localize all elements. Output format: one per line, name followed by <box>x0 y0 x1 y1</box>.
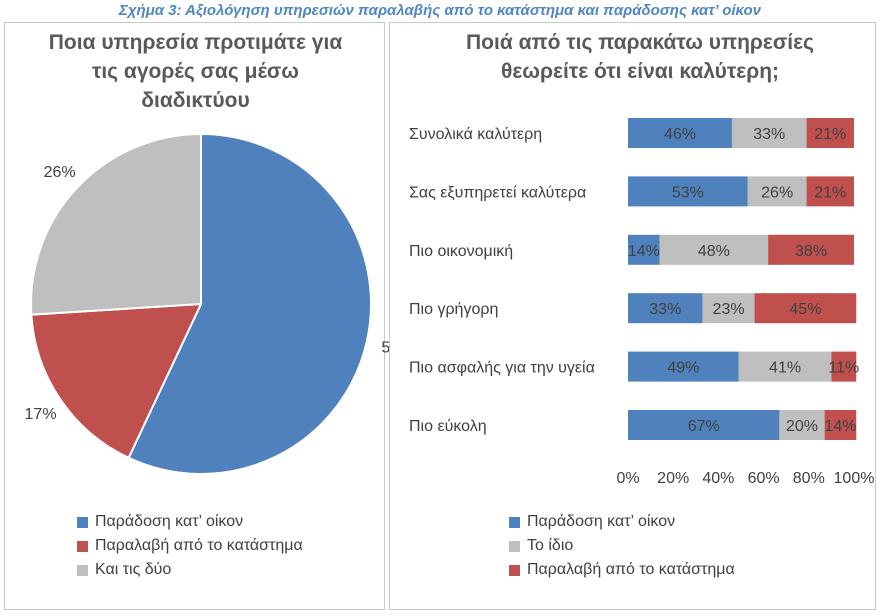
bar-segment-same <box>659 234 769 265</box>
legend-swatch <box>77 564 88 576</box>
legend-label: Παραλαβή από το κατάστημα <box>95 537 303 554</box>
pie-legend: Παράδοση κατ’ οίκον Παραλαβή από το κατά… <box>77 510 303 582</box>
bar-segment-store-pickup <box>806 118 854 148</box>
category-label: Πιο οικονομική <box>409 243 513 260</box>
data-label: 45% <box>789 301 821 318</box>
data-label: 67% <box>688 418 720 435</box>
bar-segment-same <box>702 293 755 324</box>
category-label: Σας εξυπηρετεί καλύτερα <box>409 184 586 201</box>
data-label: 33% <box>649 301 681 318</box>
data-label: 14% <box>628 243 660 260</box>
legend-swatch <box>77 540 88 552</box>
category-label: Πιο ασφαλής για την υγεία <box>409 360 595 377</box>
bar-title-line: Ποιά από τις παρακάτω υπηρεσίες <box>466 31 814 54</box>
data-label: 26% <box>761 184 793 201</box>
data-label: 11% <box>828 360 859 377</box>
bar-segment-store-pickup <box>768 234 854 265</box>
x-tick-label: 100% <box>834 470 875 487</box>
pie-chart-title: Ποια υπηρεσία προτιμάτε για τις αγορές σ… <box>15 28 376 115</box>
pie-slice-home-delivery <box>127 132 372 475</box>
data-label: 21% <box>814 184 846 201</box>
legend-item: Και τις δύο <box>77 558 303 582</box>
pie-chart-panel: Ποια υπηρεσία προτιμάτε για τις αγορές σ… <box>4 22 399 610</box>
legend-swatch <box>509 516 520 528</box>
legend-item: Παραλαβή από το κατάστημα <box>509 558 735 582</box>
data-label: 38% <box>795 243 827 260</box>
bar-segment-home-delivery <box>628 176 748 207</box>
legend-swatch <box>509 540 520 552</box>
data-label: 48% <box>698 243 730 260</box>
bar-segment-store-pickup <box>831 351 857 382</box>
data-label: 20% <box>786 418 818 435</box>
data-label: 21% <box>814 126 846 143</box>
stacked-bar-chart: Συνολικά καλύτερη 46% 33% 21% Σας εξυπηρετεί… <box>409 118 875 487</box>
pie-title-line: διαδικτύου <box>141 89 250 112</box>
x-tick-label: 40% <box>702 470 734 487</box>
bar-segment-home-delivery <box>628 234 660 265</box>
category-label: Πιο γρήγορη <box>409 301 498 318</box>
pie-label-store-pickup: 17% <box>25 406 57 423</box>
pie-slice-both <box>30 132 202 316</box>
x-tick-label: 0% <box>616 470 639 487</box>
x-tick-label: 80% <box>793 470 825 487</box>
category-label: Πιο εύκολη <box>409 418 487 435</box>
bar-title-line: θεωρείτε ότι είναι καλύτερη; <box>500 60 780 83</box>
legend-label: Παράδοση κατ’ οίκον <box>527 513 676 530</box>
bar-legend: Παράδοση κατ’ οίκον Το ίδιο Παραλαβή από… <box>509 510 735 582</box>
legend-swatch <box>77 516 88 528</box>
pie-title-line: τις αγορές σας μέσω <box>91 60 300 83</box>
bar-chart-panel: Ποιά από τις παρακάτω υπηρεσίες θεωρείτε… <box>389 22 876 610</box>
bar-chart-title: Ποιά από τις παρακάτω υπηρεσίες θεωρείτε… <box>410 28 870 86</box>
figure-title: Σχήμα 3: Αξιολόγηση υπηρεσιών παραλαβής … <box>119 2 761 19</box>
bar-segment-home-delivery <box>628 118 732 148</box>
data-label: 33% <box>753 126 785 143</box>
data-label: 41% <box>769 360 801 377</box>
pie-chart: 5717%26% <box>25 132 399 475</box>
category-label: Συνολικά καλύτερη <box>409 126 542 143</box>
bar-segment-home-delivery <box>628 293 703 324</box>
legend-label: Παραλαβή από το κατάστημα <box>527 561 735 578</box>
bar-segment-same <box>738 351 832 382</box>
pie-slice-store-pickup <box>30 302 203 460</box>
legend-label: Και τις δύο <box>95 561 172 578</box>
bar-segment-store-pickup <box>754 293 857 324</box>
pie-label-both: 26% <box>44 164 76 181</box>
legend-swatch <box>509 564 520 576</box>
legend-label: Παράδοση κατ’ οίκον <box>95 513 244 530</box>
legend-item: Παράδοση κατ’ οίκον <box>77 510 303 534</box>
data-label: 46% <box>664 126 696 143</box>
bar-segment-home-delivery <box>628 351 739 382</box>
legend-item: Παράδοση κατ’ οίκον <box>509 510 735 534</box>
bar-segment-same <box>779 410 825 440</box>
legend-item: Παραλαβή από το κατάστημα <box>77 534 303 558</box>
data-label: 23% <box>713 301 745 318</box>
bar-segment-home-delivery <box>628 410 780 440</box>
x-tick-label: 60% <box>748 470 780 487</box>
x-tick-label: 20% <box>657 470 689 487</box>
data-label: 49% <box>667 360 699 377</box>
data-label: 14% <box>824 418 856 435</box>
data-label: 53% <box>672 184 704 201</box>
bar-segment-store-pickup <box>824 410 857 440</box>
pie-title-line: Ποια υπηρεσία προτιμάτε για <box>48 31 343 54</box>
bar-segment-same <box>731 118 807 148</box>
legend-item: Το ίδιο <box>509 534 735 558</box>
bar-segment-same <box>747 176 807 207</box>
bar-segment-store-pickup <box>806 176 854 207</box>
legend-label: Το ίδιο <box>527 537 574 554</box>
